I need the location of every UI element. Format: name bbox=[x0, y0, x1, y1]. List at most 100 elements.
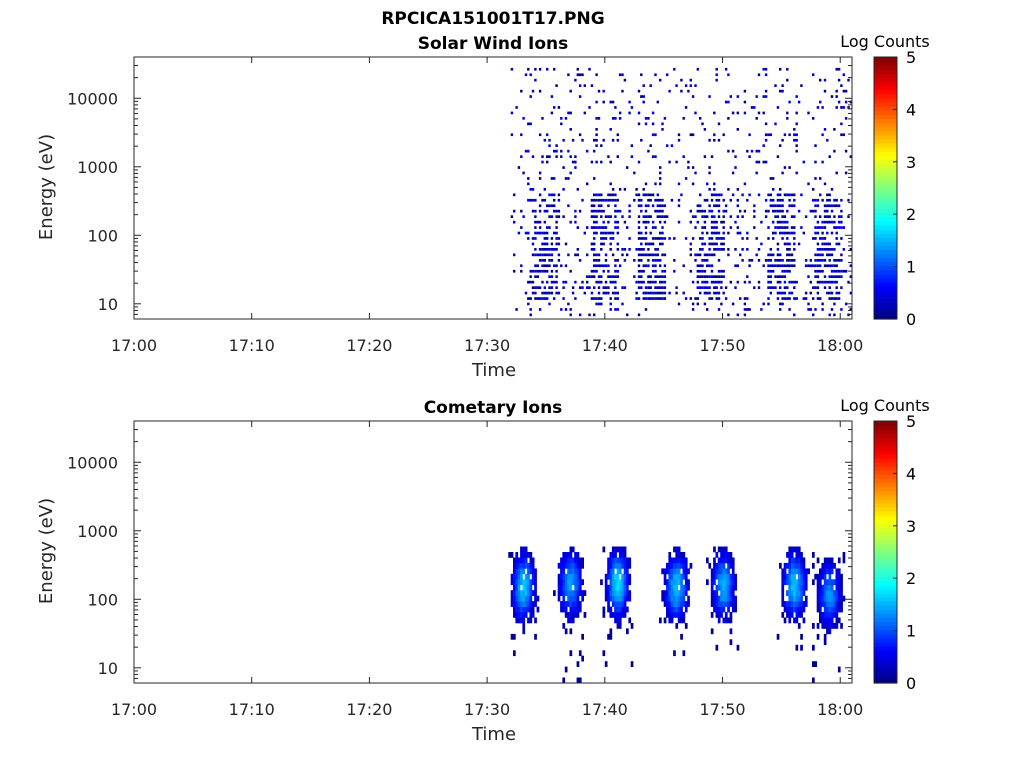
heatmap-cell bbox=[769, 269, 772, 273]
heatmap-cell bbox=[666, 568, 669, 575]
heatmap-cell bbox=[600, 237, 603, 240]
heatmap-cell bbox=[576, 248, 579, 251]
colorbar-segment bbox=[874, 662, 897, 668]
heatmap-cell bbox=[713, 562, 716, 569]
heatmap-cell bbox=[515, 590, 519, 596]
heatmap-cell bbox=[578, 573, 582, 580]
heatmap-cell bbox=[835, 595, 839, 602]
heatmap-cell bbox=[764, 122, 768, 126]
colorbar-segment bbox=[874, 674, 897, 680]
heatmap-cell bbox=[734, 601, 737, 607]
heatmap-cell bbox=[781, 573, 785, 580]
heatmap-cell bbox=[710, 595, 714, 602]
heatmap-cell bbox=[699, 253, 702, 257]
heatmap-cell bbox=[793, 231, 796, 235]
heatmap-cell bbox=[602, 650, 606, 657]
heatmap-cell bbox=[713, 204, 716, 208]
heatmap-cell bbox=[524, 595, 528, 602]
heatmap-cell bbox=[835, 198, 838, 202]
heatmap-cell bbox=[673, 259, 676, 262]
heatmap-cell bbox=[574, 160, 577, 164]
heatmap-cell bbox=[703, 128, 707, 131]
heatmap-cell bbox=[663, 253, 667, 257]
heatmap-cell bbox=[527, 595, 530, 602]
heatmap-cell bbox=[706, 286, 709, 289]
heatmap-cell bbox=[637, 160, 641, 164]
heatmap-cell bbox=[793, 237, 796, 240]
heatmap-cell bbox=[795, 562, 799, 569]
heatmap-cell bbox=[663, 297, 667, 300]
heatmap-cell bbox=[795, 149, 798, 153]
heatmap-cell bbox=[710, 628, 714, 635]
heatmap-cell bbox=[830, 612, 834, 618]
heatmap-cell bbox=[670, 612, 674, 618]
heatmap-cell bbox=[614, 606, 617, 613]
heatmap-cell bbox=[616, 568, 620, 575]
heatmap-cell bbox=[844, 269, 848, 273]
heatmap-cell bbox=[743, 313, 747, 317]
heatmap-cell bbox=[560, 584, 563, 591]
heatmap-cell bbox=[724, 573, 728, 580]
heatmap-cell bbox=[826, 280, 829, 284]
heatmap-cell bbox=[781, 220, 784, 224]
colorbar-segment bbox=[874, 306, 897, 312]
heatmap-cell bbox=[717, 215, 721, 218]
heatmap-cell bbox=[588, 67, 591, 71]
heatmap-cell bbox=[776, 204, 780, 208]
heatmap-cell bbox=[682, 584, 686, 591]
heatmap-cell bbox=[642, 253, 645, 257]
colorbar-segment bbox=[874, 261, 897, 267]
heatmap-cell bbox=[562, 286, 565, 289]
heatmap-cell bbox=[696, 209, 699, 213]
heatmap-cell bbox=[776, 198, 780, 202]
x-tick-label: 17:10 bbox=[229, 336, 275, 355]
heatmap-cell bbox=[626, 557, 629, 564]
heatmap-cell bbox=[727, 595, 730, 602]
heatmap-cell bbox=[513, 193, 516, 197]
heatmap-cell bbox=[649, 215, 652, 218]
heatmap-cell bbox=[835, 286, 838, 289]
heatmap-cell bbox=[668, 160, 671, 164]
heatmap-cell bbox=[527, 601, 530, 607]
heatmap-cell bbox=[840, 275, 843, 278]
heatmap-cell bbox=[764, 160, 768, 164]
heatmap-cell bbox=[835, 67, 838, 71]
heatmap-cell bbox=[543, 198, 546, 202]
heatmap-cell bbox=[635, 291, 638, 295]
heatmap-cell bbox=[529, 612, 533, 618]
heatmap-cell bbox=[609, 573, 613, 580]
colorbar-segment bbox=[874, 629, 897, 635]
heatmap-cell bbox=[717, 573, 721, 580]
heatmap-cell bbox=[564, 177, 568, 180]
heatmap-cell bbox=[781, 204, 784, 208]
heatmap-cell bbox=[701, 226, 704, 229]
heatmap-cell bbox=[623, 220, 627, 224]
heatmap-cell bbox=[781, 584, 785, 591]
heatmap-cell bbox=[835, 573, 839, 580]
heatmap-cell bbox=[689, 242, 692, 246]
heatmap-cell bbox=[569, 89, 572, 93]
heatmap-cell bbox=[722, 568, 726, 575]
heatmap-cell bbox=[830, 269, 834, 273]
heatmap-cell bbox=[731, 606, 735, 613]
x-axis-label: Time bbox=[471, 724, 516, 745]
heatmap-cell bbox=[689, 269, 692, 273]
heatmap-cell bbox=[830, 248, 834, 251]
heatmap-cell bbox=[715, 275, 718, 278]
heatmap-cell bbox=[682, 155, 685, 158]
heatmap-cell bbox=[569, 269, 572, 273]
heatmap-cell bbox=[823, 220, 827, 224]
heatmap-cell bbox=[731, 568, 735, 575]
heatmap-cell bbox=[823, 237, 827, 240]
heatmap-cell bbox=[644, 204, 648, 208]
heatmap-cell bbox=[510, 579, 514, 586]
heatmap-cell bbox=[574, 280, 577, 284]
heatmap-cell bbox=[755, 149, 758, 153]
heatmap-cell bbox=[812, 562, 815, 569]
colorbar-segment bbox=[874, 449, 897, 455]
heatmap-cell bbox=[564, 264, 568, 268]
heatmap-cell bbox=[812, 73, 815, 77]
heatmap-cell bbox=[769, 253, 772, 257]
heatmap-cell bbox=[757, 149, 761, 153]
heatmap-cell bbox=[593, 138, 596, 142]
